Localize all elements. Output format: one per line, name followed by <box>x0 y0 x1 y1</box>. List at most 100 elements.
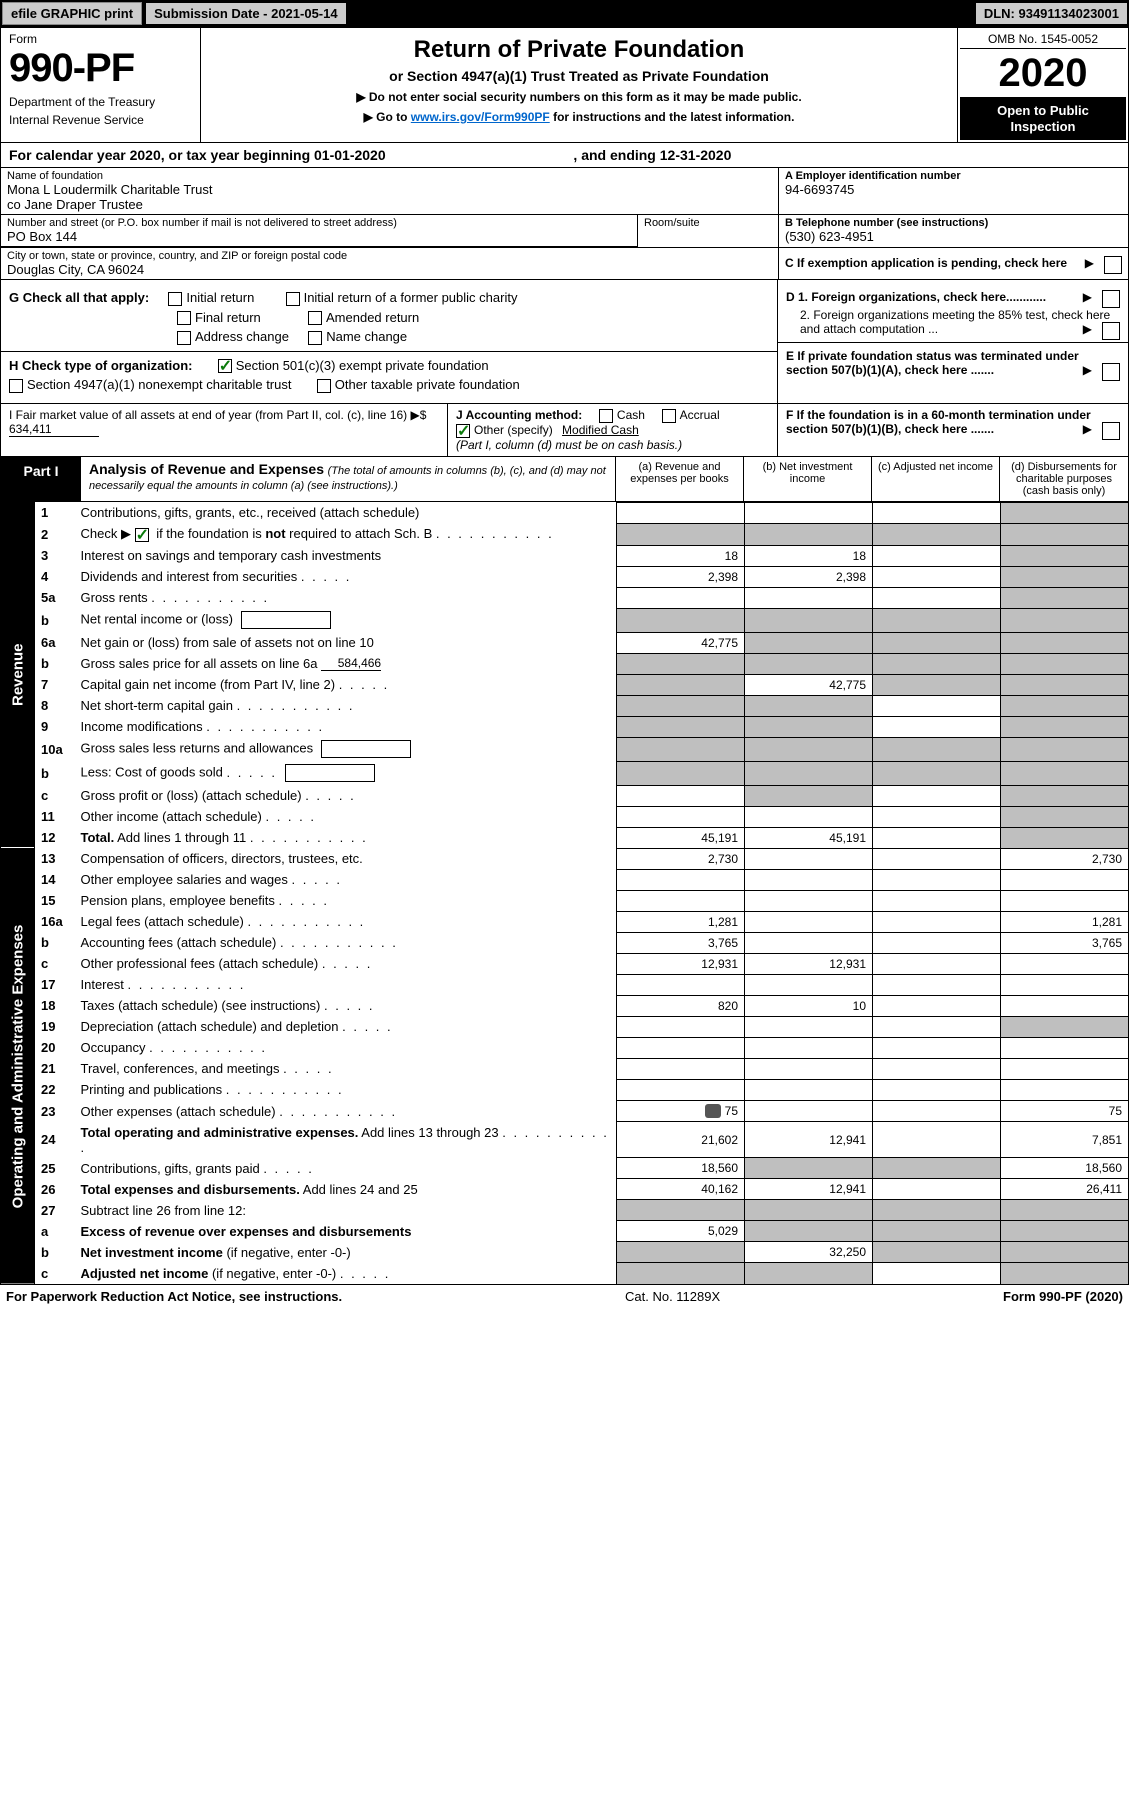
row-number: 9 <box>35 716 75 737</box>
cell-b <box>745 695 873 716</box>
chk-name-change[interactable] <box>308 331 322 345</box>
row-number: b <box>35 608 75 632</box>
cell-d: 7,851 <box>1001 1122 1129 1158</box>
row-desc: Compensation of officers, directors, tru… <box>75 848 617 869</box>
cell-d <box>1001 1221 1129 1242</box>
chk-other-method[interactable] <box>456 424 470 438</box>
cell-d <box>1001 806 1129 827</box>
form-header: Form 990-PF Department of the Treasury I… <box>0 27 1129 143</box>
form-subtitle: or Section 4947(a)(1) Trust Treated as P… <box>213 68 945 84</box>
row-desc: Less: Cost of goods sold <box>75 761 617 785</box>
row-desc: Net investment income (if negative, ente… <box>75 1242 617 1263</box>
table-row: 11Other income (attach schedule) <box>1 806 1129 827</box>
foundation-name-label: Name of foundation <box>7 170 772 182</box>
cell-d <box>1001 674 1129 695</box>
table-row: 17Interest <box>1 974 1129 995</box>
cell-a: 18 <box>617 545 745 566</box>
footer-paperwork: For Paperwork Reduction Act Notice, see … <box>6 1289 342 1304</box>
c-checkbox[interactable] <box>1104 256 1122 274</box>
row-number: c <box>35 953 75 974</box>
table-row: 16aLegal fees (attach schedule) 1,2811,2… <box>1 911 1129 932</box>
cell-a <box>617 1200 745 1221</box>
cell-c <box>873 1100 1001 1122</box>
cell-b <box>745 869 873 890</box>
row-number: 5a <box>35 587 75 608</box>
cell-c <box>873 1221 1001 1242</box>
form-word: Form <box>9 32 192 46</box>
row-number: 22 <box>35 1079 75 1100</box>
row-number: 12 <box>35 827 75 848</box>
open-public-badge: Open to Public Inspection <box>960 97 1126 140</box>
row-number: 19 <box>35 1016 75 1037</box>
cell-a: 40,162 <box>617 1179 745 1200</box>
cell-a: 12,931 <box>617 953 745 974</box>
cell-d <box>1001 1242 1129 1263</box>
chk-4947a1[interactable] <box>9 379 23 393</box>
row-desc: Interest <box>75 974 617 995</box>
row-desc: Interest on savings and temporary cash i… <box>75 545 617 566</box>
row-number: 2 <box>35 523 75 545</box>
row-desc: Taxes (attach schedule) (see instruction… <box>75 995 617 1016</box>
cell-b: 2,398 <box>745 566 873 587</box>
chk-initial-former[interactable] <box>286 292 300 306</box>
table-row: 6aNet gain or (loss) from sale of assets… <box>1 632 1129 653</box>
row-number: 17 <box>35 974 75 995</box>
cell-b <box>745 632 873 653</box>
cell-c <box>873 761 1001 785</box>
cell-b: 12,941 <box>745 1179 873 1200</box>
cell-b <box>745 1158 873 1179</box>
cell-a: 1,281 <box>617 911 745 932</box>
instr-link: ▶ Go to www.irs.gov/Form990PF for instru… <box>213 110 945 124</box>
d1-checkbox[interactable] <box>1102 290 1120 308</box>
table-row: 3Interest on savings and temporary cash … <box>1 545 1129 566</box>
attachment-icon[interactable] <box>705 1104 721 1118</box>
ein-label: A Employer identification number <box>785 170 1122 182</box>
cell-c <box>873 523 1001 545</box>
row-number: a <box>35 1221 75 1242</box>
table-row: 24Total operating and administrative exp… <box>1 1122 1129 1158</box>
cell-b <box>745 502 873 523</box>
f-checkbox[interactable] <box>1102 422 1120 440</box>
table-row: cGross profit or (loss) (attach schedule… <box>1 785 1129 806</box>
table-row: 26Total expenses and disbursements. Add … <box>1 1179 1129 1200</box>
cell-b <box>745 653 873 674</box>
footer-formref: Form 990-PF (2020) <box>1003 1289 1123 1304</box>
chk-501c3[interactable] <box>218 359 232 373</box>
col-a-header: (a) Revenue and expenses per books <box>616 457 744 501</box>
chk-amended-return[interactable] <box>308 311 322 325</box>
i-label: I Fair market value of all assets at end… <box>9 408 407 422</box>
cell-b <box>745 716 873 737</box>
efile-print-button[interactable]: efile GRAPHIC print <box>2 2 142 25</box>
part1-label: Part I <box>1 457 81 501</box>
chk-cash[interactable] <box>599 409 613 423</box>
row-desc: Printing and publications <box>75 1079 617 1100</box>
cell-c <box>873 1158 1001 1179</box>
chk-final-return[interactable] <box>177 311 191 325</box>
chk-address-change[interactable] <box>177 331 191 345</box>
row-number: b <box>35 653 75 674</box>
row-number: 4 <box>35 566 75 587</box>
cell-a: 18,560 <box>617 1158 745 1179</box>
row-desc: Subtract line 26 from line 12: <box>75 1200 617 1221</box>
cell-d <box>1001 1079 1129 1100</box>
j-label: J Accounting method: <box>456 408 582 422</box>
cell-b <box>745 1221 873 1242</box>
row-desc: Other employee salaries and wages <box>75 869 617 890</box>
cell-c <box>873 974 1001 995</box>
chk-accrual[interactable] <box>662 409 676 423</box>
d2-checkbox[interactable] <box>1102 322 1120 340</box>
cell-c <box>873 827 1001 848</box>
table-row: 22Printing and publications <box>1 1079 1129 1100</box>
form-number: 990-PF <box>9 46 192 91</box>
row-number: b <box>35 761 75 785</box>
e-checkbox[interactable] <box>1102 363 1120 381</box>
room-label: Room/suite <box>644 217 772 229</box>
row-desc: Contributions, gifts, grants paid <box>75 1158 617 1179</box>
chk-initial-return[interactable] <box>168 292 182 306</box>
form990pf-link[interactable]: www.irs.gov/Form990PF <box>411 110 550 124</box>
cell-d <box>1001 995 1129 1016</box>
chk-other-taxable[interactable] <box>317 379 331 393</box>
cell-d <box>1001 737 1129 761</box>
table-row: 15Pension plans, employee benefits <box>1 890 1129 911</box>
cell-a: 820 <box>617 995 745 1016</box>
